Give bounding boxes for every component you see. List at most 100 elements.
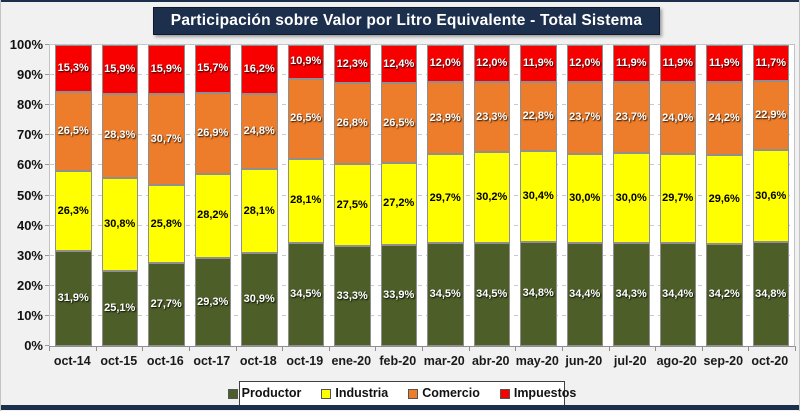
- bar-segment-comercio-jul-20: 23,7%: [613, 81, 650, 154]
- data-label: 12,0%: [476, 57, 508, 70]
- bar-segment-comercio-oct-19: 26,5%: [287, 78, 324, 159]
- bar-slot-jun-20: 34,4% 30,0% 23,7% 12,0%: [562, 45, 609, 346]
- legend-swatch-impuestos: [499, 388, 510, 399]
- data-label: 28,1%: [290, 194, 322, 207]
- bar-slot-mar-20: 34,5% 29,7% 23,9% 12,0%: [422, 45, 469, 346]
- data-label: 23,7%: [615, 111, 647, 124]
- bar-segment-impuestos-abr-20: 12,0%: [473, 45, 510, 83]
- data-label: 29,3%: [197, 295, 229, 308]
- bar-segment-productor-jun-20: 34,4%: [566, 243, 603, 346]
- y-tick-mark: [45, 104, 49, 106]
- bar-segment-impuestos-mar-20: 12,0%: [427, 45, 464, 83]
- data-label: 34,2%: [708, 288, 740, 301]
- data-label: 24,2%: [708, 111, 740, 124]
- bar-segment-productor-oct-18: 30,9%: [241, 253, 278, 346]
- data-label: 11,9%: [522, 56, 554, 69]
- y-tick-mark: [45, 74, 49, 76]
- bar-segment-industria-oct-16: 25,8%: [148, 185, 185, 263]
- bar-segment-impuestos-feb-20: 12,4%: [380, 45, 417, 84]
- bar-segment-productor-oct-20: 34,8%: [752, 242, 789, 346]
- data-label: 30,7%: [150, 132, 182, 145]
- x-tick-mark: [235, 346, 237, 351]
- bar-oct-20: 34,8% 30,6% 22,9% 11,7%: [752, 45, 789, 346]
- gridline-20: [50, 284, 794, 286]
- data-label: 30,0%: [569, 191, 601, 204]
- bar-segment-comercio-ago-20: 24,0%: [659, 81, 696, 155]
- y-tick-label: 40%: [16, 217, 43, 233]
- y-tick-label: 30%: [16, 247, 43, 263]
- bar-segment-impuestos-oct-20: 11,7%: [752, 45, 789, 82]
- x-tick-mark: [188, 346, 190, 351]
- data-label: 34,4%: [569, 288, 601, 301]
- x-tick-mark: [795, 346, 796, 351]
- bar-segment-impuestos-oct-16: 15,9%: [148, 45, 185, 94]
- bar-oct-19: 34,5% 28,1% 26,5% 10,9%: [287, 45, 324, 346]
- chart-title: Participación sobre Valor por Litro Equi…: [153, 7, 660, 35]
- x-label-may-20: may-20: [515, 354, 559, 368]
- legend: Productor Industria Comercio Impuestos: [227, 381, 576, 406]
- y-tick-mark: [45, 134, 49, 136]
- bar-may-20: 34,8% 30,4% 22,8% 11,9%: [520, 45, 557, 346]
- data-label: 34,3%: [615, 288, 647, 301]
- bar-slot-feb-20: 33,9% 27,2% 26,5% 12,4%: [376, 45, 423, 346]
- y-tick-label: 10%: [16, 307, 43, 323]
- bar-ago-20: 34,4% 29,7% 24,0% 11,9%: [659, 45, 696, 346]
- bar-sep-20: 34,2% 29,6% 24,2% 11,9%: [706, 44, 743, 346]
- bar-segment-industria-jun-20: 30,0%: [566, 153, 603, 244]
- x-label-oct-18: oct-18: [239, 354, 277, 368]
- bar-segment-comercio-oct-18: 24,8%: [241, 94, 278, 170]
- bar-segment-impuestos-oct-19: 10,9%: [287, 45, 324, 79]
- bar-segment-productor-oct-16: 27,7%: [148, 262, 185, 346]
- data-label: 34,8%: [522, 287, 554, 300]
- bar-slot-ago-20: 34,4% 29,7% 24,0% 11,9%: [655, 45, 702, 346]
- data-label: 22,9%: [755, 109, 787, 122]
- bar-segment-impuestos-oct-18: 16,2%: [241, 45, 278, 95]
- bar-slot-oct-16: 27,7% 25,8% 30,7% 15,9%: [143, 45, 190, 346]
- data-label: 26,8%: [336, 116, 368, 129]
- data-label: 26,9%: [197, 126, 229, 139]
- bar-segment-productor-ago-20: 34,4%: [659, 243, 696, 346]
- bars-container: 31,9% 26,3% 26,5% 15,3% 25,1% 30,8% 28,3% 15,9%…: [50, 44, 794, 346]
- data-label: 30,6%: [755, 189, 787, 202]
- data-label: 27,7%: [150, 297, 182, 310]
- gridline-90: [50, 74, 794, 76]
- data-label: 11,7%: [755, 56, 787, 69]
- gridline-100: [50, 44, 794, 45]
- bar-segment-comercio-mar-20: 23,9%: [427, 82, 464, 155]
- bar-abr-20: 34,5% 30,2% 23,3% 12,0%: [473, 45, 510, 346]
- data-label: 29,7%: [662, 192, 694, 205]
- data-label: 11,9%: [662, 56, 694, 69]
- bar-segment-productor-oct-19: 34,5%: [287, 242, 324, 346]
- bar-segment-productor-jul-20: 34,3%: [613, 243, 650, 346]
- gridline-70: [50, 134, 794, 136]
- x-axis-ticks: [49, 346, 796, 351]
- y-tick-label: 20%: [16, 277, 43, 293]
- bar-segment-productor-feb-20: 33,9%: [380, 244, 417, 346]
- bar-segment-impuestos-jul-20: 11,9%: [613, 45, 650, 82]
- y-tick-label: 0%: [24, 338, 43, 353]
- x-label-abr-20: abr-20: [471, 354, 510, 368]
- bar-segment-industria-oct-20: 30,6%: [752, 150, 789, 243]
- x-tick-mark: [608, 346, 610, 351]
- x-tick-mark: [468, 346, 470, 351]
- legend-item-productor: Productor: [227, 387, 301, 400]
- data-label: 11,9%: [708, 56, 740, 69]
- bar-segment-comercio-oct-14: 26,5%: [55, 91, 92, 172]
- data-label: 27,2%: [383, 197, 415, 210]
- legend-item-comercio: Comercio: [408, 387, 480, 400]
- data-label: 34,5%: [290, 287, 322, 300]
- gridline-30: [50, 254, 794, 256]
- bar-segment-industria-ago-20: 29,7%: [659, 154, 696, 244]
- legend-swatch-industria: [321, 388, 332, 399]
- bar-segment-productor-abr-20: 34,5%: [473, 242, 510, 346]
- y-tick-label: 90%: [16, 67, 43, 83]
- bar-segment-comercio-may-20: 22,8%: [520, 81, 557, 151]
- bar-segment-productor-may-20: 34,8%: [520, 241, 557, 346]
- data-label: 23,7%: [569, 111, 601, 124]
- gridline-40: [50, 224, 794, 226]
- bar-segment-comercio-abr-20: 23,3%: [473, 82, 510, 153]
- x-label-oct-20: oct-20: [751, 354, 789, 368]
- bar-segment-industria-oct-18: 28,1%: [241, 169, 278, 254]
- bar-segment-productor-ene-20: 33,3%: [334, 246, 371, 346]
- bar-oct-14: 31,9% 26,3% 26,5% 15,3%: [55, 45, 92, 346]
